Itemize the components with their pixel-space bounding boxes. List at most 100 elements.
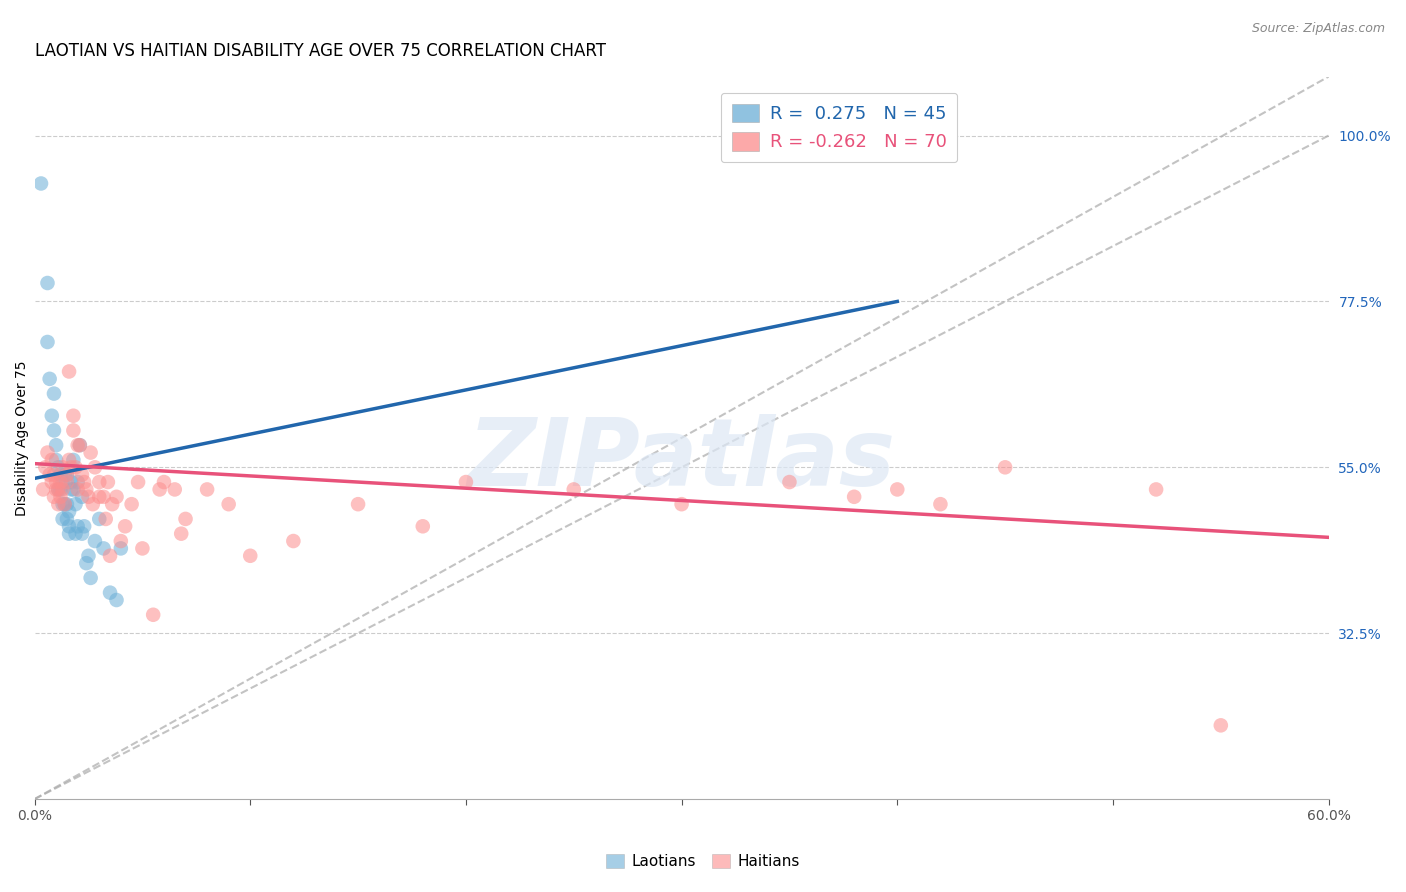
Legend: R =  0.275   N = 45, R = -0.262   N = 70: R = 0.275 N = 45, R = -0.262 N = 70 [721, 93, 957, 162]
Point [46, 483, 69, 497]
Point [66, 519, 89, 533]
Point [52, 497, 75, 511]
Point [121, 497, 143, 511]
Point [65, 460, 87, 475]
Point [778, 475, 800, 489]
Text: LAOTIAN VS HAITIAN DISABILITY AGE OVER 75 CORRELATION CHART: LAOTIAN VS HAITIAN DISABILITY AGE OVER 7… [35, 42, 606, 60]
Point [163, 483, 186, 497]
Point [79, 571, 101, 585]
Point [127, 475, 149, 489]
Point [49, 490, 72, 504]
Point [110, 541, 132, 556]
Point [53, 467, 76, 482]
Point [56, 467, 79, 482]
Point [52, 483, 75, 497]
Point [65, 497, 87, 511]
Point [56, 497, 79, 511]
Point [70, 490, 93, 504]
Point [77, 549, 100, 563]
Point [66, 483, 89, 497]
Legend: Laotians, Haitians: Laotians, Haitians [600, 848, 806, 875]
Point [562, 483, 585, 497]
Point [58, 526, 80, 541]
Point [69, 438, 91, 452]
Point [37, 445, 59, 459]
Point [97, 475, 120, 489]
Point [42, 467, 65, 482]
Point [89, 512, 111, 526]
Point [62, 424, 84, 438]
Point [52, 512, 75, 526]
Point [53, 497, 76, 511]
Point [454, 475, 477, 489]
Point [52, 475, 75, 489]
Point [66, 438, 89, 452]
Point [53, 497, 76, 511]
Point [41, 475, 63, 489]
Point [37, 334, 59, 349]
Point [42, 424, 65, 438]
Point [218, 497, 240, 511]
Point [46, 460, 69, 475]
Point [94, 512, 117, 526]
Point [65, 526, 87, 541]
Point [30, 177, 52, 191]
Point [114, 519, 136, 533]
Point [82, 497, 104, 511]
Point [101, 497, 124, 511]
Point [45, 483, 67, 497]
Point [75, 556, 97, 570]
Point [58, 364, 80, 378]
Point [89, 490, 111, 504]
Point [56, 475, 79, 489]
Point [1209, 718, 1232, 732]
Point [105, 490, 128, 504]
Point [58, 504, 80, 518]
Point [79, 445, 101, 459]
Point [70, 467, 93, 482]
Point [34, 460, 56, 475]
Point [93, 490, 115, 504]
Point [412, 519, 434, 533]
Point [84, 534, 107, 549]
Point [32, 483, 55, 497]
Point [60, 483, 83, 497]
Point [153, 475, 176, 489]
Point [46, 483, 69, 497]
Point [56, 512, 79, 526]
Point [93, 541, 115, 556]
Point [45, 438, 67, 452]
Point [239, 549, 262, 563]
Point [671, 497, 693, 511]
Point [929, 497, 952, 511]
Point [98, 585, 121, 599]
Point [77, 490, 100, 504]
Point [45, 453, 67, 467]
Point [58, 453, 80, 467]
Point [142, 607, 165, 622]
Point [42, 386, 65, 401]
Point [70, 526, 93, 541]
Point [37, 276, 59, 290]
Point [283, 534, 305, 549]
Point [38, 467, 60, 482]
Point [49, 467, 72, 482]
Point [994, 460, 1017, 475]
Point [41, 453, 63, 467]
Point [62, 453, 84, 467]
Point [62, 483, 84, 497]
Point [69, 438, 91, 452]
Point [73, 519, 96, 533]
Point [42, 490, 65, 504]
Point [62, 409, 84, 423]
Point [45, 475, 67, 489]
Point [46, 497, 69, 511]
Point [60, 475, 83, 489]
Point [38, 372, 60, 386]
Point [52, 460, 75, 475]
Point [347, 497, 370, 511]
Point [41, 409, 63, 423]
Point [73, 475, 96, 489]
Point [110, 534, 132, 549]
Point [66, 475, 89, 489]
